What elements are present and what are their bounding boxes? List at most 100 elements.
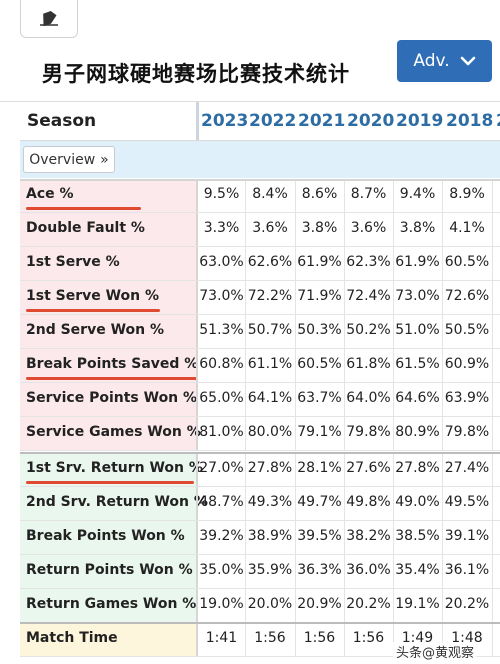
table-cell: 27.8% xyxy=(395,460,440,476)
table-cell: 20.2% xyxy=(346,596,391,612)
row-divider xyxy=(20,314,500,315)
table-cell: 38.9% xyxy=(247,528,293,544)
table-cell: 79.8% xyxy=(444,424,490,440)
row-divider xyxy=(20,280,500,281)
table-cell: 2 xyxy=(492,453,500,487)
table-cell: 20.9% xyxy=(297,596,342,612)
table-cell: 61.1% xyxy=(247,356,293,372)
label-divider xyxy=(196,213,198,247)
table-cell: 51.3% xyxy=(199,322,244,338)
table-cell: 79.1% xyxy=(297,424,342,440)
table-cell: 49.8% xyxy=(346,494,391,510)
table-cell: 39.2% xyxy=(199,528,244,544)
label-divider xyxy=(196,281,198,315)
column-divider xyxy=(442,623,443,657)
table-cell: 49.5% xyxy=(444,494,490,510)
row-divider xyxy=(20,588,500,589)
year-column-header[interactable]: 2018 xyxy=(446,111,494,131)
header-divider xyxy=(196,102,199,140)
table-cell: 4.1% xyxy=(449,220,485,236)
overview-button[interactable]: Overview » xyxy=(23,146,115,173)
adv-button[interactable]: Adv. xyxy=(397,40,492,82)
year-column-header[interactable]: 2020 xyxy=(347,111,395,131)
year-column-header[interactable]: 2019 xyxy=(396,111,444,131)
table-cell: 61.9% xyxy=(297,254,342,270)
table-cell: 36.1% xyxy=(444,562,490,578)
table-cell: 9.4% xyxy=(399,186,436,202)
row-label: Match Time xyxy=(20,623,196,657)
table-cell: 3.8% xyxy=(301,220,338,236)
table-cell: 51.0% xyxy=(395,322,440,338)
table-cell: 72.2% xyxy=(247,288,293,304)
table-cell: 35.9% xyxy=(247,562,293,578)
table-cell: 63.9% xyxy=(444,390,490,406)
table-cell: 49.3% xyxy=(247,494,293,510)
table-row: 2nd Serve Won % 51.3% 50.7% 50.3% 50.2% 51.0%… xyxy=(20,315,500,349)
year-column-header[interactable]: 2021 xyxy=(298,111,346,131)
table-cell: 3.6% xyxy=(252,220,288,236)
table-cell: 3.8% xyxy=(399,220,436,236)
table-cell: 38.5% xyxy=(395,528,440,544)
column-divider xyxy=(245,623,246,657)
label-divider xyxy=(196,623,198,657)
column-divider xyxy=(393,179,394,451)
table-cell: 4 xyxy=(492,487,500,521)
table-cell: 73.0% xyxy=(395,288,440,304)
table-cell: ( xyxy=(492,349,500,383)
table-cell xyxy=(492,179,500,213)
column-divider xyxy=(442,179,443,451)
table-cell: 5 xyxy=(492,315,500,349)
row-divider xyxy=(20,212,500,213)
table-cell: 48.7% xyxy=(199,494,244,510)
year-column-header[interactable]: 2 xyxy=(496,111,500,131)
table-cell xyxy=(492,213,500,247)
table-cell: 7 xyxy=(492,417,500,451)
year-column-header[interactable]: 2022 xyxy=(249,111,297,131)
row-label: Service Points Won % xyxy=(20,383,197,417)
label-divider xyxy=(196,417,198,451)
highlight-underline xyxy=(26,377,198,380)
double-chevron-right-icon: » xyxy=(100,151,109,168)
row-divider xyxy=(20,450,500,451)
row-divider xyxy=(20,486,500,487)
table-row: Return Games Won % 19.0% 20.0% 20.9% 20.2% 19… xyxy=(20,589,500,623)
table-cell: 63.7% xyxy=(297,390,342,406)
table-cell: 3.3% xyxy=(203,220,240,236)
table-cell: 36.0% xyxy=(346,562,391,578)
row-divider xyxy=(20,382,500,383)
table-cell: 50.7% xyxy=(247,322,293,338)
table-cell: 60.9% xyxy=(444,356,490,372)
table-cell: 61.5% xyxy=(395,356,440,372)
column-divider xyxy=(393,453,394,623)
table-row: Double Fault % 3.3% 3.6% 3.8% 3.6% 3.8% 4.1% xyxy=(20,213,500,247)
table-cell: 61.8% xyxy=(346,356,391,372)
eraser-button[interactable] xyxy=(20,0,78,38)
table-cell: 50.2% xyxy=(346,322,391,338)
table-cell: 61.9% xyxy=(395,254,440,270)
table-cell: 8.6% xyxy=(301,186,338,202)
table-row: Service Points Won % 65.0% 64.1% 63.7% 64.0%… xyxy=(20,383,500,417)
row-label: Service Games Won % xyxy=(20,417,201,451)
year-column-header[interactable]: 2023 xyxy=(201,111,249,131)
table-cell: 39.1% xyxy=(444,528,490,544)
table-cell: 9.5% xyxy=(203,186,240,202)
table-cell: 1:56 xyxy=(254,630,286,646)
table-cell: 19.0% xyxy=(199,596,244,612)
table-cell: 1:56 xyxy=(352,630,385,646)
group-divider xyxy=(20,622,500,624)
adv-label: Adv. xyxy=(413,51,450,71)
row-divider xyxy=(20,554,500,555)
table-cell xyxy=(492,383,500,417)
group-divider xyxy=(20,452,500,454)
table-cell: 8.4% xyxy=(252,186,288,202)
row-label: Return Points Won % xyxy=(20,555,196,589)
table-row: 2nd Srv. Return Won % 48.7% 49.3% 49.7% 49.8… xyxy=(20,487,500,521)
highlight-underline xyxy=(26,207,141,210)
table-cell: 27.8% xyxy=(247,460,293,476)
table-cell: 65.0% xyxy=(199,390,244,406)
row-divider xyxy=(20,520,500,521)
row-label: Double Fault % xyxy=(20,213,196,247)
label-divider xyxy=(196,555,198,589)
overview-label: Overview xyxy=(29,151,96,168)
highlight-underline xyxy=(26,481,194,484)
